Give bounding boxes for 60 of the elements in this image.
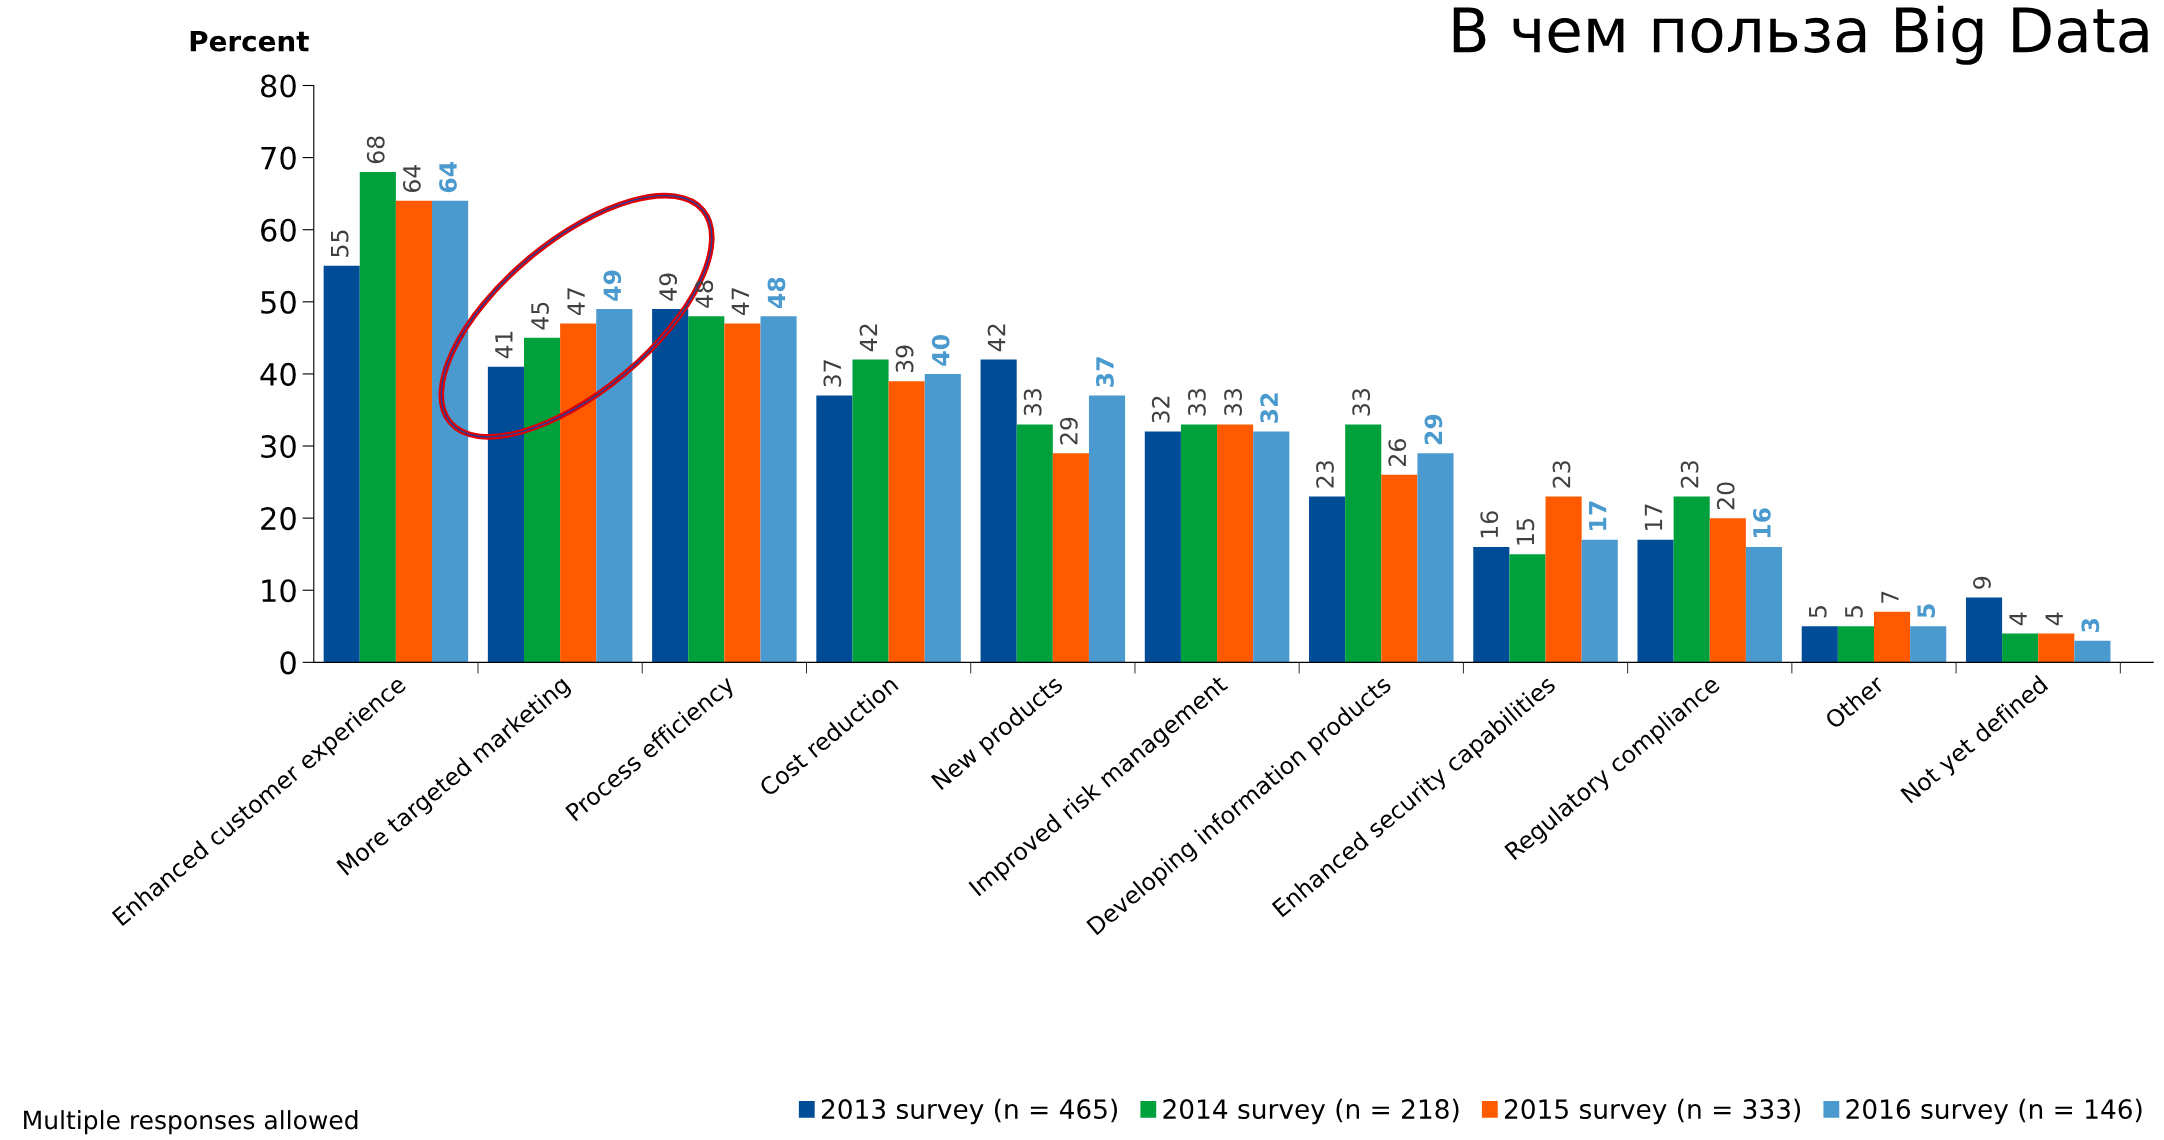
data-label: 15: [1516, 518, 1535, 545]
y-tick-label: 20: [261, 507, 296, 531]
data-label: 20: [1716, 482, 1735, 510]
data-label: 49: [659, 273, 678, 301]
data-label: 17: [1644, 504, 1663, 530]
data-label: 40: [931, 334, 950, 366]
legend-label: 2016 survey (n = 146): [1846, 1098, 2142, 1125]
y-tick-label: 60: [261, 218, 296, 242]
y-tick-label: 30: [261, 434, 296, 459]
data-label: 5: [1809, 606, 1827, 618]
y-tick-label: 50: [261, 290, 296, 314]
data-label: 23: [1552, 461, 1571, 488]
data-label: 33: [1187, 389, 1206, 416]
data-label: 47: [731, 288, 749, 316]
data-label: 68: [366, 136, 385, 164]
data-label: 64: [402, 164, 421, 193]
data-label: 48: [695, 280, 714, 308]
data-label: 33: [1023, 389, 1042, 416]
data-label: 48: [767, 277, 786, 308]
data-label: 3: [2081, 618, 2100, 632]
data-label: 64: [439, 161, 457, 193]
data-label: 49: [603, 270, 622, 301]
data-label: 41: [495, 331, 513, 359]
legend-label: 2013 survey (n = 465): [821, 1098, 1117, 1125]
y-tick-label: 10: [262, 579, 296, 603]
data-label: 33: [1224, 389, 1242, 416]
data-label: 29: [1424, 414, 1443, 445]
y-tick-label: 40: [260, 362, 296, 386]
data-label: 5: [1845, 606, 1863, 618]
chart-title: В чем польза Big Data: [1453, 5, 2148, 65]
data-label: 7: [1881, 591, 1899, 603]
y-tick-label: 80: [261, 74, 296, 98]
data-label: 55: [331, 230, 349, 257]
y-tick-label: 0: [280, 651, 296, 675]
data-label: 23: [1316, 461, 1334, 488]
legend-label: 2015 survey (n = 333): [1504, 1098, 1801, 1125]
text: Multiple responses allowed: [24, 1110, 358, 1135]
data-label: 32: [1260, 393, 1279, 423]
data-label: 4: [2009, 612, 2027, 626]
data-label: 9: [1973, 576, 1991, 589]
y-axis-title: Percent: [190, 30, 309, 52]
data-label: 4: [2045, 612, 2063, 626]
data-label: 47: [567, 288, 585, 316]
data-label: 26: [1388, 439, 1407, 466]
data-label: 39: [895, 345, 914, 373]
data-label: 29: [1059, 417, 1078, 445]
data-label: 16: [1480, 511, 1499, 538]
data-label: 23: [1680, 461, 1699, 488]
data-label: 45: [531, 302, 549, 330]
data-label: 42: [987, 324, 1006, 352]
data-label: 5: [1917, 604, 1936, 618]
data-label: 16: [1752, 508, 1771, 538]
data-label: 33: [1352, 389, 1371, 416]
data-label: 17: [1589, 501, 1607, 530]
data-label: 37: [1096, 357, 1114, 387]
y-tick-label: 70: [261, 146, 296, 170]
data-label: 37: [823, 360, 842, 387]
data-label: 42: [859, 324, 878, 352]
data-label: 32: [1151, 396, 1170, 423]
legend-label: 2014 survey (n = 218): [1163, 1098, 1459, 1125]
